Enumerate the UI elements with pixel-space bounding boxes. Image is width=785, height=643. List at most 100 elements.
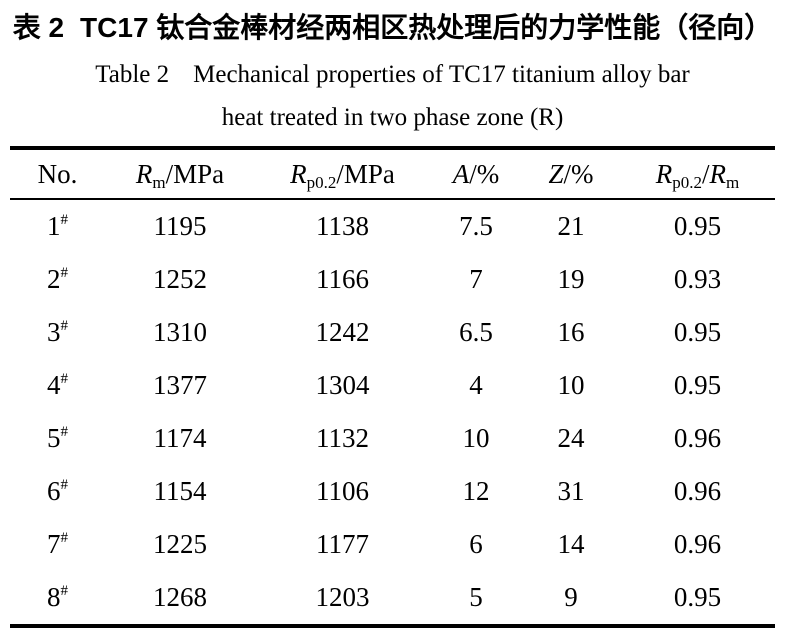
col-header-rp02: Rp0.2/MPa [255,148,430,200]
hash-superscript: # [60,212,69,228]
cell-rp02: 1242 [315,317,370,347]
cell-ratio: 0.95 [673,211,722,241]
cell-no: 1# [10,199,105,253]
symbol-rm: R [135,158,153,189]
cell-no: 7# [10,518,105,571]
cell-ratio: 0.95 [673,370,722,400]
table-row: 6# 1154 1106 12 31 0.96 [10,465,775,518]
hash-superscript: # [60,265,69,281]
unit-mpa: /MPa [165,158,225,189]
cell-ratio: 0.93 [673,264,722,294]
cell-no: 5# [10,412,105,465]
table-caption-chinese: 表 2 TC17 钛合金棒材经两相区热处理后的力学性能（径向） [0,0,785,47]
cell-no: 2# [10,253,105,306]
symbol-rp02: R [655,158,673,189]
col-header-rm: Rm/MPa [105,148,255,200]
cell-rm: 1310 [153,317,207,347]
cell-a: 4 [469,370,483,400]
cell-z: 24 [557,423,585,453]
cell-z: 14 [557,529,585,559]
cell-rm: 1195 [153,211,207,241]
hash-superscript: # [60,318,69,334]
cell-rp02: 1138 [316,211,369,241]
table-row: 2# 1252 1166 7 19 0.93 [10,253,775,306]
subscript-m: m [726,172,740,192]
cell-a: 5 [469,582,483,612]
cell-z: 31 [557,476,585,506]
table-row: 3# 1310 1242 6.5 16 0.95 [10,306,775,359]
cell-a: 7.5 [459,211,493,241]
hash-superscript: # [60,583,69,599]
table-caption-english-line1: Table 2 Mechanical properties of TC17 tit… [0,60,785,90]
cell-z: 21 [557,211,585,241]
table-caption-chinese-text: TC17 钛合金棒材经两相区热处理后的力学性能（径向） [80,12,773,43]
sample-number: 8 [47,582,61,612]
table-caption-english-line2: heat treated in two phase zone (R) [221,104,564,131]
subscript-p02: p0.2 [306,172,337,192]
table-row: 5# 1174 1132 10 24 0.96 [10,412,775,465]
sample-number: 5 [47,423,61,453]
table-caption-english-text: Mechanical properties of TC17 titanium a… [193,61,690,88]
cell-rp02: 1177 [316,529,369,559]
cell-a: 6.5 [459,317,493,347]
header-row: No. Rm/MPa Rp0.2/MPa A/% Z/% Rp0.2/Rm [10,148,775,200]
cell-a: 7 [469,264,483,294]
unit-mpa: /MPa [336,158,395,189]
cell-rm: 1377 [153,370,207,400]
table-row: 7# 1225 1177 6 14 0.96 [10,518,775,571]
symbol-rm: R [709,158,727,189]
table-number-chinese: 表 2 [12,12,65,43]
cell-a: 6 [469,529,483,559]
symbol-z: Z [548,158,564,189]
hash-superscript: # [60,477,69,493]
cell-rp02: 1132 [316,423,369,453]
cell-ratio: 0.96 [673,529,722,559]
hash-superscript: # [60,530,69,546]
table-row: 4# 1377 1304 4 10 0.95 [10,359,775,412]
cell-rm: 1174 [153,423,207,453]
unit-percent: /% [563,158,594,189]
cell-a: 12 [462,476,490,506]
subscript-p02: p0.2 [672,172,702,192]
cell-ratio: 0.95 [673,582,722,612]
cell-rm: 1154 [153,476,207,506]
cell-z: 16 [557,317,585,347]
cell-rp02: 1166 [316,264,369,294]
cell-ratio: 0.96 [673,476,722,506]
cell-rm: 1252 [153,264,207,294]
symbol-a: A [452,158,470,189]
cell-rm: 1268 [153,582,207,612]
cell-rp02: 1304 [315,370,370,400]
table-row: 1# 1195 1138 7.5 21 0.95 [10,199,775,253]
symbol-rp02: R [290,158,307,189]
sample-number: 4 [47,370,61,400]
table-number-english: Table 2 [95,61,170,88]
col-header-a: A/% [430,148,522,200]
cell-no: 6# [10,465,105,518]
sample-number: 6 [47,476,61,506]
cell-rp02: 1106 [316,476,369,506]
hash-superscript: # [60,424,69,440]
cell-z: 19 [557,264,585,294]
cell-ratio: 0.95 [673,317,722,347]
cell-ratio: 0.96 [673,423,722,453]
slash: / [702,158,710,189]
cell-rp02: 1203 [315,582,370,612]
sample-number: 3 [47,317,61,347]
col-header-z: Z/% [522,148,620,200]
sample-number: 1 [47,211,61,241]
subscript-m: m [152,172,166,192]
cell-rm: 1225 [153,529,207,559]
hash-superscript: # [60,371,69,387]
cell-no: 4# [10,359,105,412]
cell-a: 10 [462,423,490,453]
unit-percent: /% [469,158,500,189]
cell-z: 9 [564,582,578,612]
cell-z: 10 [557,370,585,400]
col-header-no: No. [10,148,105,200]
cell-no: 8# [10,571,105,626]
cell-no: 3# [10,306,105,359]
sample-number: 2 [47,264,61,294]
sample-number: 7 [47,529,61,559]
